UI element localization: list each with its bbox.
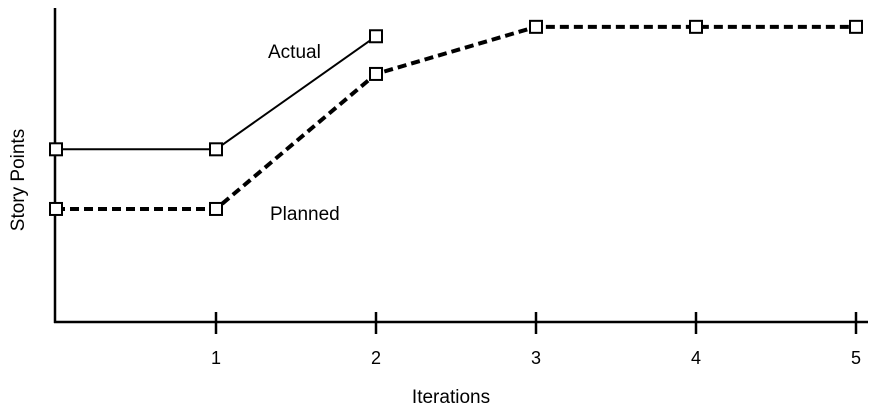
marker-planned-2 [369, 66, 383, 81]
x-ticks [214, 312, 858, 334]
axes [53, 8, 868, 324]
series-line-actual [56, 35, 377, 151]
y-axis-title: Story Points [8, 129, 29, 231]
marker-planned-3 [529, 19, 543, 34]
series-markers [49, 19, 863, 216]
series-lines [56, 24, 856, 211]
marker-planned-1 [209, 201, 223, 216]
marker-actual-0 [49, 142, 63, 157]
x-tick-label-1: 1 [211, 348, 221, 368]
marker-planned-5 [849, 19, 863, 34]
x-axis-title: Iterations [412, 387, 490, 408]
series-label-actual: Actual [268, 42, 321, 63]
x-tick-label-5: 5 [851, 348, 861, 368]
marker-actual-2 [369, 29, 383, 44]
x-tick-label-2: 2 [371, 348, 381, 368]
marker-planned-0 [49, 201, 63, 216]
series-label-planned: Planned [270, 204, 340, 225]
marker-planned-4 [689, 19, 703, 34]
series-line-planned [56, 24, 856, 211]
x-tick-labels: 1 2 3 4 5 [211, 348, 861, 368]
x-tick-label-3: 3 [531, 348, 541, 368]
marker-actual-1 [209, 142, 223, 157]
x-tick-label-4: 4 [691, 348, 701, 368]
